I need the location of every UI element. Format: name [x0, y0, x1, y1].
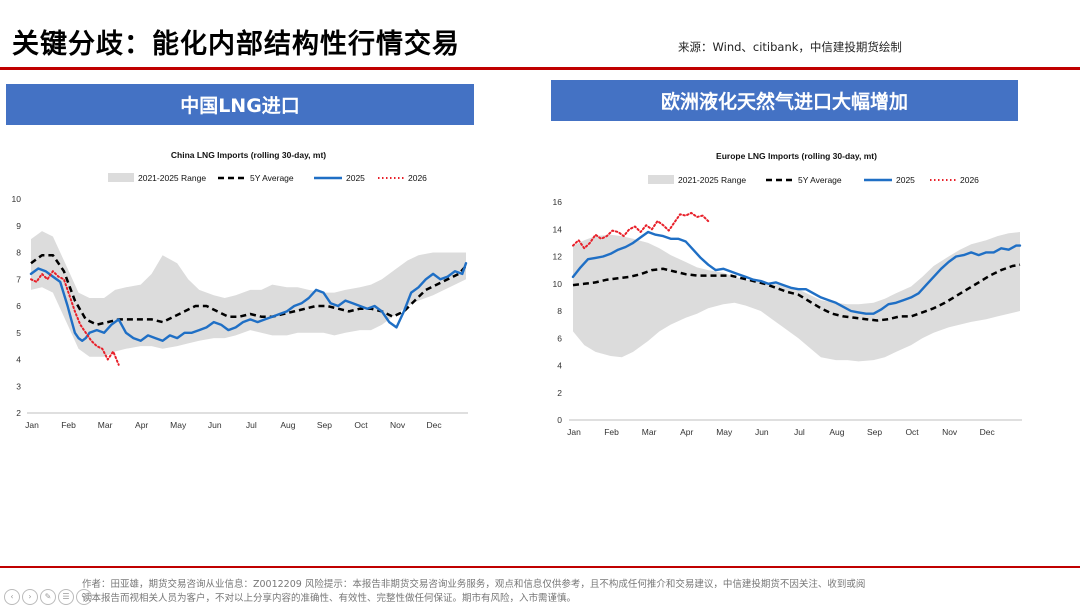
x-tick-label: Oct: [354, 420, 368, 430]
x-tick-label: Jan: [567, 427, 581, 437]
slide-nav: ‹ › ✎ ☰ ⚲: [4, 589, 92, 605]
x-tick-label: Jun: [208, 420, 222, 430]
x-tick-label: Apr: [135, 420, 148, 430]
zoom-icon[interactable]: ⚲: [76, 589, 92, 605]
y-tick-label: 12: [553, 252, 563, 262]
legend-label: 2025: [346, 173, 365, 183]
footer-divider: [0, 566, 1080, 568]
page-title: 关键分歧：能化内部结构性行情交易: [12, 29, 460, 60]
x-tick-label: Jul: [246, 420, 257, 430]
x-tick-label: Jul: [794, 427, 805, 437]
legend-label: 5Y Average: [798, 175, 842, 185]
x-tick-label: Sep: [867, 427, 882, 437]
chart-legend: 2021-2025 Range 5Y Average 2025 2026: [648, 175, 979, 185]
x-tick-label: Aug: [280, 420, 295, 430]
legend-swatch-range: [648, 175, 674, 184]
series-5y-average: [30, 253, 467, 326]
x-tick-label: Feb: [61, 420, 76, 430]
chart-legend: 2021-2025 Range 5Y Average 2025 2026: [108, 173, 427, 183]
series-2026: [572, 211, 710, 250]
y-tick-label: 9: [16, 221, 21, 231]
x-tick-label: Apr: [680, 427, 693, 437]
prev-icon[interactable]: ‹: [4, 589, 20, 605]
x-tick-label: Dec: [427, 420, 443, 430]
y-tick-label: 2: [557, 388, 562, 398]
series-2026: [30, 270, 120, 366]
x-tick-label: Oct: [905, 427, 919, 437]
legend-swatch-range: [108, 173, 134, 182]
y-tick-label: 8: [16, 248, 21, 258]
x-tick-label: Nov: [942, 427, 958, 437]
x-tick-label: Mar: [642, 427, 657, 437]
footer-disclaimer: 作者：田亚雄，期货交易咨询从业信息：Z0012209 风险提示：本报告非期货交易…: [82, 578, 1022, 606]
edit-icon[interactable]: ✎: [40, 589, 56, 605]
next-icon[interactable]: ›: [22, 589, 38, 605]
x-tick-label: Aug: [829, 427, 844, 437]
y-tick-label: 6: [16, 301, 21, 311]
range-band: [573, 232, 1020, 362]
legend-label: 2026: [408, 173, 427, 183]
panel-title-europe: 欧洲液化天然气进口大幅增加: [551, 80, 1018, 121]
x-tick-label: May: [716, 427, 733, 437]
x-tick-label: Mar: [98, 420, 113, 430]
y-tick-label: 10: [553, 279, 563, 289]
legend-label: 5Y Average: [250, 173, 294, 183]
footer-line: 作者：田亚雄，期货交易咨询从业信息：Z0012209 风险提示：本报告非期货交易…: [82, 579, 866, 590]
legend-label: 2026: [960, 175, 979, 185]
panel-title-china: 中国LNG进口: [6, 84, 474, 125]
series-2025: [571, 230, 1022, 315]
header-divider: [0, 67, 1080, 70]
y-tick-label: 14: [553, 224, 563, 234]
legend-label: 2025: [896, 175, 915, 185]
y-tick-label: 10: [12, 194, 22, 204]
y-tick-label: 3: [16, 381, 21, 391]
chart-title: China LNG Imports (rolling 30-day, mt): [171, 150, 326, 160]
x-tick-label: Sep: [317, 420, 332, 430]
chart-title: Europe LNG Imports (rolling 30-day, mt): [716, 151, 877, 161]
footer-line: 读本报告而视相关人员为客户，不对以上分享内容的准确性、有效性、完整性做任何保证。…: [82, 593, 577, 604]
x-tick-label: Dec: [980, 427, 996, 437]
range-band: [31, 231, 466, 357]
y-tick-label: 7: [16, 274, 21, 284]
x-tick-label: Feb: [604, 427, 619, 437]
x-tick-label: Jun: [755, 427, 769, 437]
y-tick-label: 16: [553, 197, 563, 207]
legend-label: 2021-2025 Range: [138, 173, 206, 183]
y-tick-label: 6: [557, 333, 562, 343]
x-tick-label: May: [170, 420, 187, 430]
europe-lng-chart: Europe LNG Imports (rolling 30-day, mt) 2…: [553, 151, 1022, 437]
x-tick-label: Nov: [390, 420, 406, 430]
y-tick-label: 4: [557, 361, 562, 371]
x-tick-label: Jan: [25, 420, 39, 430]
legend-label: 2021-2025 Range: [678, 175, 746, 185]
y-tick-label: 0: [557, 415, 562, 425]
y-tick-label: 5: [16, 328, 21, 338]
series-5y-average: [572, 263, 1021, 322]
china-lng-chart: China LNG Imports (rolling 30-day, mt) 20…: [12, 150, 468, 430]
source-note: 来源：Wind、citibank，中信建投期货绘制: [678, 40, 902, 54]
y-tick-label: 8: [557, 306, 562, 316]
y-tick-label: 2: [16, 408, 21, 418]
y-tick-label: 4: [16, 355, 21, 365]
menu-icon[interactable]: ☰: [58, 589, 74, 605]
